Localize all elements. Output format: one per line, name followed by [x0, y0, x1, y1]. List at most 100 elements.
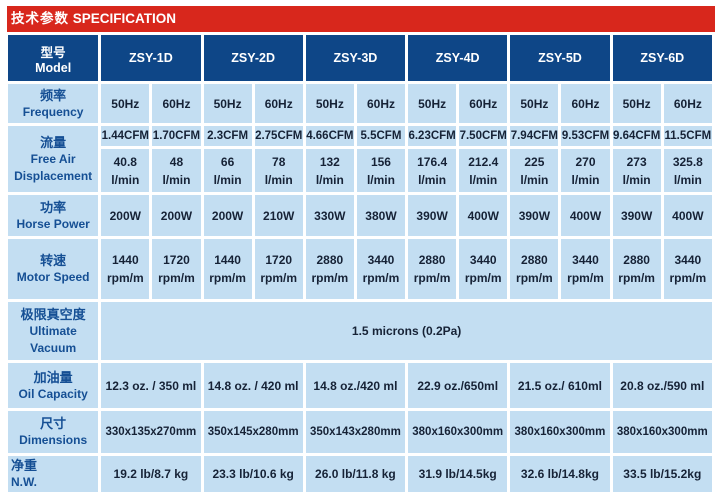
net-weight-cell: 19.2 lb/8.7 kg	[101, 456, 201, 492]
oil-capacity-label-cell: 加油量 Oil Capacity	[8, 363, 99, 408]
flow-lmin-cell: 78 l/min	[254, 149, 303, 192]
flow-lmin-cell: 212.4 l/min	[459, 149, 508, 192]
dimensions-cell: 350x143x280mm	[305, 411, 406, 453]
oil-capacity-row: 加油量 Oil Capacity 12.3 oz. / 350 ml 14.8 o…	[8, 363, 712, 408]
frequency-value-cell: 60Hz	[356, 84, 406, 123]
model-name-cell: ZSY-4D	[408, 35, 508, 81]
oil-capacity-cell: 12.3 oz. / 350 ml	[101, 363, 201, 408]
flow-cfm-cell: 1.70CFM	[152, 126, 201, 146]
motor-speed-cell: 1720 rpm/m	[152, 239, 201, 299]
flow-lmin-cell: 176.4 l/min	[408, 149, 457, 192]
flow-cfm-cell: 4.66CFM	[305, 126, 354, 146]
frequency-value-cell: 60Hz	[663, 84, 712, 123]
horse-power-cell: 390W	[510, 195, 559, 236]
frequency-value-cell: 50Hz	[612, 84, 661, 123]
model-header-row: 型号 Model ZSY-1D ZSY-2D ZSY-3D ZSY-4D ZSY-5D Z…	[8, 35, 712, 81]
flow-lmin-cell: 225 l/min	[510, 149, 559, 192]
model-name-cell: ZSY-3D	[305, 35, 406, 81]
horse-power-row: 功率 Horse Power 200W 200W 200W 210W 330W 380W 3…	[8, 195, 712, 236]
frequency-value-cell: 50Hz	[203, 84, 252, 123]
flow-lmin-cell: 273 l/min	[612, 149, 661, 192]
model-label-en: Model	[35, 60, 72, 75]
frequency-value-cell: 50Hz	[408, 84, 457, 123]
oil-capacity-cell: 22.9 oz./650ml	[408, 363, 508, 408]
motor-speed-cell: 2880 rpm/m	[612, 239, 661, 299]
flow-lmin-cell: 270 l/min	[561, 149, 610, 192]
horse-power-cell: 210W	[254, 195, 303, 236]
flow-lmin-cell: 132 l/min	[305, 149, 354, 192]
motor-speed-cell: 3440 rpm/m	[356, 239, 406, 299]
oil-capacity-cell: 14.8 oz. / 420 ml	[203, 363, 303, 408]
horse-power-cell: 400W	[663, 195, 712, 236]
title-bar: 技术参数 SPECIFICATION	[7, 6, 715, 32]
flow-cfm-row: 流量 Free Air Displacement 1.44CFM 1.70CFM 2…	[8, 126, 712, 192]
dimensions-cell: 380x160x300mm	[612, 411, 712, 453]
title-chinese: 技术参数	[11, 11, 69, 26]
frequency-value-cell: 50Hz	[510, 84, 559, 123]
model-name-cell: ZSY-5D	[510, 35, 610, 81]
horse-power-cell: 400W	[561, 195, 610, 236]
motor-speed-cell: 3440 rpm/m	[561, 239, 610, 299]
motor-speed-row: 转速 Motor Speed 1440 rpm/m 1720 rpm/m 1440 rpm…	[8, 239, 712, 299]
net-weight-label-cell: 净重 N.W.	[8, 456, 99, 492]
motor-speed-cell: 3440 rpm/m	[459, 239, 508, 299]
net-weight-cell: 26.0 lb/11.8 kg	[305, 456, 406, 492]
ultimate-vacuum-label-cell: 极限真空度 Ultimate Vacuum	[8, 302, 99, 360]
motor-speed-cell: 3440 rpm/m	[663, 239, 712, 299]
flow-cfm-cell: 7.94CFM	[510, 126, 559, 146]
frequency-label-cell: 频率 Frequency	[8, 84, 99, 123]
frequency-value-cell: 60Hz	[152, 84, 201, 123]
net-weight-cell: 33.5 lb/15.2kg	[612, 456, 712, 492]
model-name-cell: ZSY-6D	[612, 35, 712, 81]
flow-cfm-cell: 9.53CFM	[561, 126, 610, 146]
flow-cfm-cell: 11.5CFM	[663, 126, 712, 146]
frequency-value-cell: 60Hz	[254, 84, 303, 123]
net-weight-row: 净重 N.W. 19.2 lb/8.7 kg 23.3 lb/10.6 kg 26.…	[8, 456, 712, 492]
model-header-cell: 型号 Model	[8, 35, 99, 81]
ultimate-vacuum-row: 极限真空度 Ultimate Vacuum 1.5 microns (0.2Pa…	[8, 302, 712, 360]
oil-capacity-cell: 21.5 oz./ 610ml	[510, 363, 610, 408]
horse-power-cell: 330W	[305, 195, 354, 236]
model-name-cell: ZSY-2D	[203, 35, 303, 81]
frequency-value-cell: 50Hz	[305, 84, 354, 123]
flow-lmin-cell: 156 l/min	[356, 149, 406, 192]
ultimate-vacuum-value-cell: 1.5 microns (0.2Pa)	[101, 302, 712, 360]
net-weight-cell: 32.6 lb/14.8kg	[510, 456, 610, 492]
horse-power-cell: 200W	[152, 195, 201, 236]
flow-cfm-cell: 9.64CFM	[612, 126, 661, 146]
horse-power-label-cell: 功率 Horse Power	[8, 195, 99, 236]
model-name-cell: ZSY-1D	[101, 35, 201, 81]
net-weight-cell: 31.9 lb/14.5kg	[408, 456, 508, 492]
net-weight-cell: 23.3 lb/10.6 kg	[203, 456, 303, 492]
flow-cfm-cell: 5.5CFM	[356, 126, 406, 146]
flow-cfm-cell: 2.75CFM	[254, 126, 303, 146]
flow-lmin-row: 40.8 l/min 48 l/min 66 l/min 78 l/min 132 l/min 15…	[8, 149, 712, 192]
frequency-value-cell: 60Hz	[459, 84, 508, 123]
dimensions-row: 尺寸 Dimensions 330x135x270mm 350x145x280mm…	[8, 411, 712, 453]
horse-power-cell: 200W	[101, 195, 150, 236]
dimensions-cell: 330x135x270mm	[101, 411, 201, 453]
dimensions-label-cell: 尺寸 Dimensions	[8, 411, 99, 453]
dimensions-cell: 380x160x300mm	[408, 411, 508, 453]
horse-power-cell: 390W	[408, 195, 457, 236]
flow-cfm-cell: 2.3CFM	[203, 126, 252, 146]
title-english: SPECIFICATION	[72, 11, 177, 26]
flow-lmin-cell: 66 l/min	[203, 149, 252, 192]
dimensions-cell: 380x160x300mm	[510, 411, 610, 453]
motor-speed-cell: 2880 rpm/m	[408, 239, 457, 299]
flow-cfm-cell: 1.44CFM	[101, 126, 150, 146]
specification-table: 型号 Model ZSY-1D ZSY-2D ZSY-3D ZSY-4D ZSY-5D Z…	[5, 32, 715, 495]
horse-power-cell: 380W	[356, 195, 406, 236]
flow-cfm-cell: 6.23CFM	[408, 126, 457, 146]
flow-lmin-cell: 48 l/min	[152, 149, 201, 192]
motor-speed-cell: 2880 rpm/m	[510, 239, 559, 299]
flow-label-cell: 流量 Free Air Displacement	[8, 126, 99, 192]
motor-speed-cell: 1440 rpm/m	[203, 239, 252, 299]
frequency-value-cell: 50Hz	[101, 84, 150, 123]
oil-capacity-cell: 14.8 oz./420 ml	[305, 363, 406, 408]
motor-speed-cell: 1440 rpm/m	[101, 239, 150, 299]
flow-lmin-cell: 325.8 l/min	[663, 149, 712, 192]
dimensions-cell: 350x145x280mm	[203, 411, 303, 453]
oil-capacity-cell: 20.8 oz./590 ml	[612, 363, 712, 408]
